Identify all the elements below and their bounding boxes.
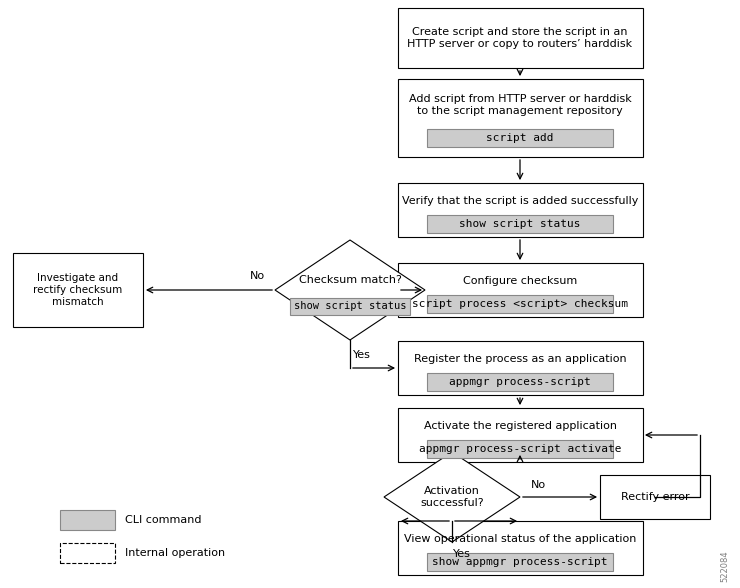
Text: No: No	[531, 480, 545, 490]
Bar	[600, 475, 710, 519]
Bar	[397, 341, 642, 395]
Text: script process <script> checksum: script process <script> checksum	[412, 299, 628, 309]
Text: No: No	[249, 271, 265, 281]
Polygon shape	[275, 240, 425, 340]
Bar	[427, 129, 613, 147]
Text: script add: script add	[486, 133, 554, 143]
Text: Checksum match?: Checksum match?	[298, 275, 401, 285]
Text: Create script and store the script in an
HTTP server or copy to routers’ harddis: Create script and store the script in an…	[408, 27, 633, 49]
Bar	[60, 510, 115, 530]
Text: show appmgr process-script: show appmgr process-script	[432, 557, 608, 567]
Bar	[427, 373, 613, 391]
Text: show script status: show script status	[294, 301, 406, 311]
Text: Activate the registered application: Activate the registered application	[423, 421, 616, 431]
Text: show script status: show script status	[460, 219, 581, 229]
Text: Internal operation: Internal operation	[125, 548, 225, 558]
Bar	[427, 440, 613, 458]
Text: Investigate and
rectify checksum
mismatch: Investigate and rectify checksum mismatc…	[33, 273, 123, 306]
Bar	[427, 553, 613, 571]
Bar	[60, 543, 115, 563]
Bar	[397, 263, 642, 317]
Text: View operational status of the application: View operational status of the applicati…	[404, 534, 636, 544]
Text: Yes: Yes	[453, 549, 471, 559]
Bar	[397, 183, 642, 237]
Bar	[427, 215, 613, 233]
Text: Verify that the script is added successfully: Verify that the script is added successf…	[402, 196, 638, 206]
Bar	[397, 8, 642, 68]
Text: Activation
successful?: Activation successful?	[420, 486, 484, 508]
Text: appmgr process-script: appmgr process-script	[449, 377, 591, 387]
Bar	[397, 408, 642, 462]
Bar	[397, 79, 642, 157]
Text: Rectify error: Rectify error	[621, 492, 690, 502]
Text: CLI command: CLI command	[125, 515, 201, 525]
Text: 522084: 522084	[720, 550, 729, 582]
Polygon shape	[384, 452, 520, 542]
Bar	[397, 521, 642, 575]
Bar	[13, 253, 143, 327]
Text: Register the process as an application: Register the process as an application	[414, 354, 626, 364]
Bar	[427, 295, 613, 313]
Text: Configure checksum: Configure checksum	[463, 276, 577, 286]
Text: Yes: Yes	[353, 350, 371, 360]
Text: Add script from HTTP server or harddisk
to the script management repository: Add script from HTTP server or harddisk …	[408, 94, 631, 115]
Text: appmgr process-script activate: appmgr process-script activate	[419, 444, 622, 454]
Bar	[290, 298, 410, 315]
